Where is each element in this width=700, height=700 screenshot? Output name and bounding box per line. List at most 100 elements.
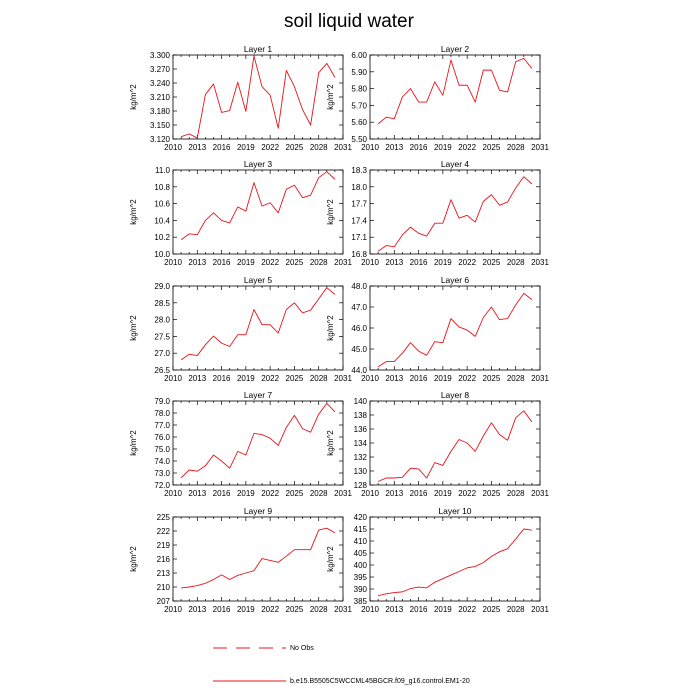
plot-frame-layer-5 [172,285,344,371]
y-tick-label-layer-8-136: 136 [354,425,368,434]
x-tick-label-layer-10-2025: 2025 [483,605,501,614]
panel-title-layer-3: Layer 3 [244,159,273,169]
y-tick-label-layer-10-415: 415 [354,525,368,534]
y-tick-label-layer-9-222: 222 [157,527,171,536]
y-axis-label-layer-4: kg/m^2 [326,199,335,225]
y-tick-label-layer-3-10.8: 10.8 [154,183,170,192]
plot-frame-layer-8 [369,400,541,486]
y-tick-label-layer-10-410: 410 [354,537,368,546]
x-tick-label-layer-7-2031: 2031 [334,489,352,498]
x-tick-label-layer-10-2013: 2013 [385,605,403,614]
y-tick-label-layer-10-405: 405 [354,549,368,558]
x-tick-label-layer-7-2028: 2028 [310,489,328,498]
x-tick-label-layer-8-2013: 2013 [385,489,403,498]
legend-label-no-obs: No Obs [290,645,314,652]
x-tick-label-layer-9-2031: 2031 [334,605,352,614]
y-tick-label-layer-4-18.3: 18.3 [351,166,367,175]
x-tick-label-layer-6-2031: 2031 [531,374,549,383]
x-tick-label-layer-9-2025: 2025 [286,605,304,614]
plot-frame-layer-10 [369,516,541,602]
y-tick-label-layer-4-17.7: 17.7 [351,200,367,209]
x-tick-label-layer-3-2025: 2025 [286,258,304,267]
y-axis-label-layer-10: kg/m^2 [326,546,335,572]
x-tick-label-layer-3-2022: 2022 [261,258,279,267]
x-tick-label-layer-2-2010: 2010 [361,143,379,152]
y-tick-label-layer-5-27.0: 27.0 [154,349,170,358]
plot-frame-layer-3 [172,169,344,255]
panel-title-layer-1: Layer 1 [244,44,273,54]
panel-layer-4: Layer 4 kg/m^2 2010 2013 2016 2019 2022 2025 202… [326,159,549,267]
y-tick-label-layer-7-72.0: 72.0 [154,481,170,490]
x-tick-label-layer-4-2028: 2028 [507,258,525,267]
x-tick-label-layer-3-2010: 2010 [164,258,182,267]
x-tick-label-layer-3-2031: 2031 [334,258,352,267]
y-tick-label-layer-2-5.70: 5.70 [351,101,367,110]
x-tick-label-layer-2-2019: 2019 [434,143,452,152]
x-tick-label-layer-7-2010: 2010 [164,489,182,498]
x-tick-label-layer-8-2010: 2010 [361,489,379,498]
x-tick-label-layer-2-2022: 2022 [458,143,476,152]
y-axis-label-layer-9: kg/m^2 [129,546,138,572]
y-tick-label-layer-5-28.5: 28.5 [154,299,170,308]
x-tick-label-layer-7-2013: 2013 [188,489,206,498]
x-tick-label-layer-5-2013: 2013 [188,374,206,383]
y-axis-label-layer-3: kg/m^2 [129,199,138,225]
x-tick-label-layer-4-2025: 2025 [483,258,501,267]
figure-title: soil liquid water [284,11,415,32]
y-tick-label-layer-5-29.0: 29.0 [154,282,170,291]
x-tick-label-layer-10-2031: 2031 [531,605,549,614]
x-tick-label-layer-1-2031: 2031 [334,143,352,152]
y-tick-label-layer-1-3.240: 3.240 [150,79,171,88]
x-tick-label-layer-8-2025: 2025 [483,489,501,498]
y-tick-label-layer-7-79.0: 79.0 [154,397,170,406]
y-tick-label-layer-5-26.5: 26.5 [154,366,170,375]
x-tick-label-layer-1-2013: 2013 [188,143,206,152]
x-tick-label-layer-9-2013: 2013 [188,605,206,614]
panel-layer-1: Layer 1 kg/m^2 2010 2013 2016 2019 2022 2025 202… [129,44,352,152]
y-tick-label-layer-9-219: 219 [157,541,171,550]
series-line-layer-7 [180,402,336,479]
plot-frame-layer-4 [369,169,541,255]
y-tick-label-layer-9-225: 225 [157,513,171,522]
x-tick-label-layer-5-2019: 2019 [237,374,255,383]
x-tick-label-layer-5-2016: 2016 [213,374,231,383]
x-tick-label-layer-8-2019: 2019 [434,489,452,498]
y-tick-label-layer-3-10.2: 10.2 [154,233,170,242]
x-tick-label-layer-1-2028: 2028 [310,143,328,152]
y-tick-label-layer-1-3.270: 3.270 [150,65,171,74]
x-tick-label-layer-2-2013: 2013 [385,143,403,152]
y-tick-label-layer-9-213: 213 [157,569,171,578]
x-tick-label-layer-4-2010: 2010 [361,258,379,267]
x-tick-label-layer-7-2025: 2025 [286,489,304,498]
x-tick-label-layer-6-2022: 2022 [458,374,476,383]
x-tick-label-layer-10-2016: 2016 [410,605,428,614]
plot-frame-layer-1 [172,54,344,140]
y-tick-label-layer-8-130: 130 [354,467,368,476]
y-axis-label-layer-6: kg/m^2 [326,315,335,341]
y-axis-label-layer-8: kg/m^2 [326,430,335,456]
x-tick-label-layer-3-2028: 2028 [310,258,328,267]
y-tick-label-layer-6-46.0: 46.0 [351,324,367,333]
legend: No Obs b.e15.B5505C5WCCML45BGCR.f09_g16.… [213,645,470,685]
y-tick-label-layer-2-5.90: 5.90 [351,68,367,77]
x-tick-label-layer-1-2010: 2010 [164,143,182,152]
y-tick-label-layer-2-5.60: 5.60 [351,118,367,127]
x-tick-label-layer-9-2022: 2022 [261,605,279,614]
y-tick-label-layer-5-28.0: 28.0 [154,316,170,325]
y-tick-label-layer-1-3.210: 3.210 [150,93,171,102]
panel-title-layer-9: Layer 9 [244,506,273,516]
panel-layer-9: Layer 9 kg/m^2 2010 2013 2016 2019 2022 2025 202… [129,506,352,614]
x-tick-label-layer-1-2022: 2022 [261,143,279,152]
x-tick-label-layer-2-2025: 2025 [483,143,501,152]
panel-title-layer-5: Layer 5 [244,275,273,285]
y-tick-label-layer-9-207: 207 [157,597,171,606]
x-tick-label-layer-6-2010: 2010 [361,374,379,383]
series-line-layer-8 [377,410,533,482]
panel-title-layer-2: Layer 2 [441,44,470,54]
panel-layer-2: Layer 2 kg/m^2 2010 2013 2016 2019 2022 2025 202… [326,44,549,152]
y-tick-label-layer-7-73.0: 73.0 [154,469,170,478]
panel-layer-3: Layer 3 kg/m^2 2010 2013 2016 2019 2022 2025 202… [129,159,352,267]
x-tick-label-layer-10-2019: 2019 [434,605,452,614]
panel-title-layer-7: Layer 7 [244,390,273,400]
y-tick-label-layer-4-18.0: 18.0 [351,183,367,192]
